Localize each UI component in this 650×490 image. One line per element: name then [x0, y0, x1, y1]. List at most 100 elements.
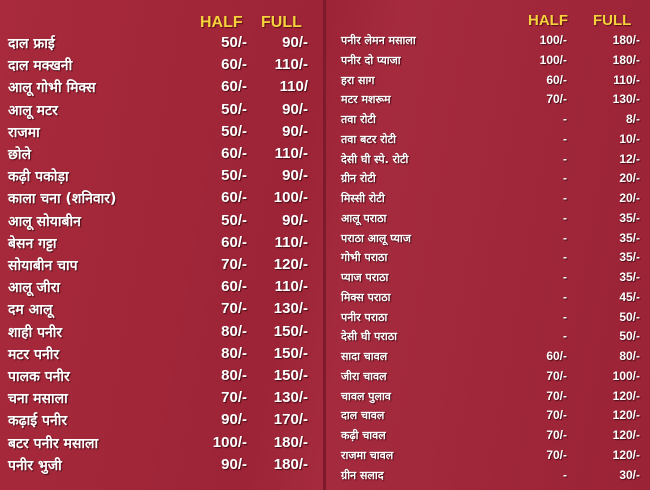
menu-item-name: हरा साग	[341, 73, 375, 87]
menu-item-full-price: 35/-	[619, 250, 640, 265]
right-half-header: HALF	[528, 12, 568, 29]
menu-item-full-price: 20/-	[619, 191, 640, 205]
menu-item-full-price: 8/-	[625, 112, 640, 126]
menu-item-name: कढ़ी पकोड़ा	[8, 169, 69, 186]
menu-item-half-price: -	[563, 131, 567, 146]
menu-item-full-price: 30/-	[619, 467, 640, 482]
menu-item-full-price: 150/-	[273, 322, 308, 340]
menu-item-name: आलू पराठा	[341, 211, 387, 225]
menu-item-name: आलू सोयाबीन	[8, 213, 81, 230]
menu-item-full-price: 150/-	[273, 344, 308, 362]
menu-item-half-price: -	[563, 191, 567, 205]
menu-item-half-price: -	[563, 171, 567, 186]
menu-item-half-price: 60/-	[546, 349, 567, 363]
menu-item-name: चना मसाला	[8, 391, 68, 408]
menu-item-half-price: 70/-	[546, 92, 567, 107]
menu-item-name: शाही पनीर	[8, 324, 63, 341]
menu-item-full-price: 180/-	[612, 33, 640, 47]
menu-item-full-price: 90/-	[282, 211, 308, 229]
menu-item-name: काला चना (शनिवार)	[8, 191, 117, 208]
menu-item-name: ग्रीन रोटी	[341, 172, 376, 186]
menu-item-half-price: 80/-	[221, 344, 247, 362]
menu-item-half-price: 50/-	[221, 100, 247, 118]
menu-item-name: बेसन गट्टा	[8, 235, 57, 252]
menu-item-full-price: 180/-	[273, 433, 308, 451]
menu-item-name: राजमा	[8, 124, 40, 141]
menu-item-full-price: 90/-	[282, 122, 308, 140]
menu-item-half-price: -	[563, 210, 567, 225]
menu-item-full-price: 180/-	[273, 455, 308, 473]
menu-item-half-price: 60/-	[546, 72, 567, 87]
menu-item-full-price: 90/-	[282, 100, 308, 118]
menu-item-full-price: 80/-	[619, 349, 640, 363]
column-divider	[323, 0, 326, 490]
menu-item-full-price: 35/-	[619, 210, 640, 225]
menu-item-half-price: 50/-	[221, 122, 247, 140]
menu-item-half-price: -	[563, 329, 567, 344]
menu-item-full-price: 120/-	[612, 388, 640, 403]
menu-item-half-price: 70/-	[546, 447, 567, 462]
menu-item-full-price: 10/-	[619, 131, 640, 146]
menu-item-half-price: -	[563, 467, 567, 482]
menu-item-full-price: 45/-	[619, 289, 640, 304]
left-half-header: HALF	[200, 14, 243, 31]
menu-item-full-price: 180/-	[612, 52, 640, 67]
menu-item-half-price: 70/-	[221, 389, 247, 407]
menu-item-half-price: 60/-	[221, 145, 247, 162]
menu-item-half-price: 100/-	[539, 33, 567, 47]
menu-item-half-price: 50/-	[221, 167, 247, 185]
menu-item-name: दाल मक्खनी	[8, 58, 73, 75]
menu-item-name: राजमा चावल	[341, 448, 394, 462]
menu-item-name: आलू गोभी मिक्स	[8, 80, 96, 97]
menu-item-name: देसी घी पराठा	[341, 330, 397, 344]
menu-item-name: दम आलू	[8, 302, 53, 319]
menu-item-half-price: 60/-	[221, 233, 247, 251]
menu-item-full-price: 110/-	[274, 233, 308, 251]
menu-item-half-price: 70/-	[221, 300, 247, 318]
menu-item-name: पनीर पराठा	[341, 310, 388, 324]
menu-item-name: पराठा आलू प्याज	[341, 231, 411, 245]
menu-item-full-price: 120/-	[612, 408, 640, 423]
menu-item-full-price: 35/-	[619, 230, 640, 245]
left-full-header: FULL	[261, 14, 302, 31]
menu-item-half-price: 60/-	[221, 78, 247, 96]
menu-item-full-price: 150/-	[273, 367, 308, 384]
menu-item-half-price: 90/-	[221, 411, 247, 429]
menu-item-name: दाल फ्राई	[8, 36, 55, 52]
menu-item-full-price: 130/-	[612, 92, 640, 107]
menu-item-half-price: -	[563, 289, 567, 304]
menu-item-half-price: 70/-	[221, 256, 247, 273]
menu-item-name: तवा रोटी	[341, 113, 376, 126]
menu-item-name: मटर मशरूम	[341, 93, 391, 107]
menu-item-name: पनीर भुजी	[8, 457, 62, 474]
menu-item-full-price: 110/-	[274, 145, 308, 162]
menu-item-half-price: 80/-	[221, 322, 247, 340]
menu-item-name: तवा बटर रोटी	[341, 132, 396, 146]
menu-item-half-price: -	[563, 309, 567, 324]
menu-item-name: गोभी पराठा	[341, 251, 388, 265]
menu-item-half-price: 50/-	[221, 34, 247, 51]
menu-item-half-price: -	[563, 270, 567, 284]
menu-item-half-price: 60/-	[221, 278, 247, 296]
menu-item-half-price: 100/-	[539, 52, 567, 67]
menu-item-half-price: 100/-	[212, 433, 247, 451]
menu-item-name: कढ़ी चावल	[341, 429, 386, 442]
menu-item-full-price: 120/-	[612, 447, 640, 462]
menu-item-half-price: 70/-	[546, 408, 567, 423]
menu-item-name: जीरा चावल	[341, 369, 387, 383]
menu-item-full-price: 120/-	[612, 428, 640, 442]
menu-item-full-price: 110/	[279, 78, 308, 96]
menu-item-half-price: -	[563, 230, 567, 245]
menu-item-half-price: -	[563, 151, 567, 166]
menu-item-full-price: 110/-	[274, 56, 308, 74]
menu-item-half-price: 90/-	[221, 455, 247, 473]
menu-item-full-price: 130/-	[273, 389, 308, 407]
menu-item-full-price: 120/-	[273, 256, 308, 273]
menu-item-half-price: 70/-	[546, 368, 567, 383]
menu-item-full-price: 90/-	[282, 34, 308, 51]
menu-item-half-price: 60/-	[221, 189, 247, 207]
menu-item-half-price: 70/-	[546, 428, 567, 442]
menu-item-full-price: 170/-	[273, 411, 308, 429]
menu-item-full-price: 100/-	[612, 368, 640, 383]
menu-item-half-price: -	[563, 250, 567, 265]
